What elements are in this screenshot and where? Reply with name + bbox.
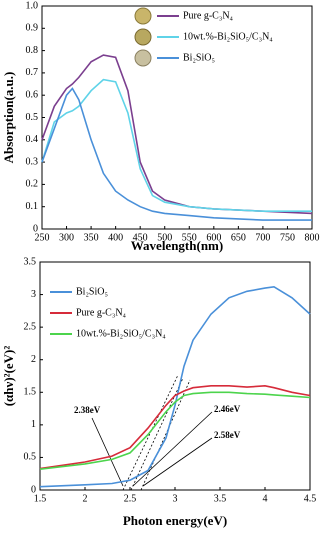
- x-tick-label: 250: [35, 232, 50, 243]
- x-tick-label: 700: [255, 232, 270, 243]
- y-tick-label: 0.9: [26, 23, 39, 34]
- legend-label: Pure g-C₃N₄: [76, 307, 127, 318]
- tangent-lines: [122, 374, 191, 491]
- y-tick-label: 0: [33, 223, 38, 234]
- sample-photo: [134, 28, 152, 46]
- x-tick-label: 3.5: [214, 493, 227, 504]
- y-tick-label: 3: [31, 289, 36, 300]
- y-tick-label: 2: [31, 354, 36, 365]
- legend-label: Bi₂SiO₅: [183, 52, 215, 63]
- x-tick-label: 2.5: [124, 493, 137, 504]
- x-axis-label: Photon energy(eV): [123, 513, 227, 528]
- x-tick-label: 450: [133, 232, 148, 243]
- y-tick-label: 0.7: [26, 67, 39, 78]
- series-line: [41, 78, 312, 212]
- y-tick-label: 0.3: [26, 156, 39, 167]
- series-line: [41, 87, 312, 221]
- series-line: [39, 384, 311, 470]
- x-tick-label: 400: [108, 232, 123, 243]
- x-axis-label: Wavelength(nm): [131, 238, 223, 253]
- x-tick-label: 350: [84, 232, 99, 243]
- annotation: 2.46eV: [214, 404, 241, 414]
- x-tick-label: 4: [263, 493, 268, 504]
- x-tick-label: 800: [305, 232, 320, 243]
- y-axis-label: (αhν)²(eV)²: [1, 346, 16, 407]
- y-tick-label: 0.6: [26, 89, 39, 100]
- annotation: 2.58eV: [214, 430, 241, 440]
- x-tick-label: 300: [59, 232, 74, 243]
- x-tick-label: 3: [173, 493, 178, 504]
- arrows: [91, 411, 213, 487]
- x-tick-label: 550: [182, 232, 197, 243]
- series-line: [39, 285, 311, 488]
- y-tick-label: 0.1: [26, 201, 39, 212]
- x-tick-label: 1.5: [34, 493, 47, 504]
- x-tick-label: 650: [231, 232, 246, 243]
- legend-label: Bi₂SiO₅: [76, 286, 108, 297]
- y-tick-label: 0.5: [26, 112, 39, 123]
- series-line: [41, 54, 313, 215]
- x-tick-label: 750: [280, 232, 295, 243]
- sample-photo: [134, 49, 152, 67]
- annotation: 2.38eV: [74, 405, 101, 415]
- y-axis-label: Absorption(a.u.): [1, 72, 16, 164]
- y-tick-label: 0.2: [26, 179, 39, 190]
- series-line: [39, 391, 311, 470]
- legend-label: 10wt.%-Bi₂SiO₅/C₃N₄: [76, 328, 166, 339]
- y-tick-label: 3.5: [24, 256, 37, 267]
- y-tick-label: 0: [31, 484, 36, 495]
- y-tick-label: 0.4: [26, 134, 39, 145]
- x-tick-label: 2: [83, 493, 88, 504]
- legend-label: 10wt.%-Bi₂SiO₅/C₃N₄: [183, 31, 273, 42]
- y-tick-label: 0.8: [26, 45, 39, 56]
- x-tick-label: 600: [206, 232, 221, 243]
- x-tick-label: 4.5: [304, 493, 317, 504]
- y-tick-label: 2.5: [24, 321, 37, 332]
- y-tick-label: 1.0: [26, 0, 39, 11]
- y-tick-label: 1: [31, 419, 36, 430]
- y-tick-label: 0.5: [24, 452, 37, 463]
- sample-photo: [134, 7, 152, 25]
- x-tick-label: 500: [157, 232, 172, 243]
- y-tick-label: 1.5: [24, 387, 37, 398]
- legend-label: Pure g-C₃N₄: [183, 10, 234, 21]
